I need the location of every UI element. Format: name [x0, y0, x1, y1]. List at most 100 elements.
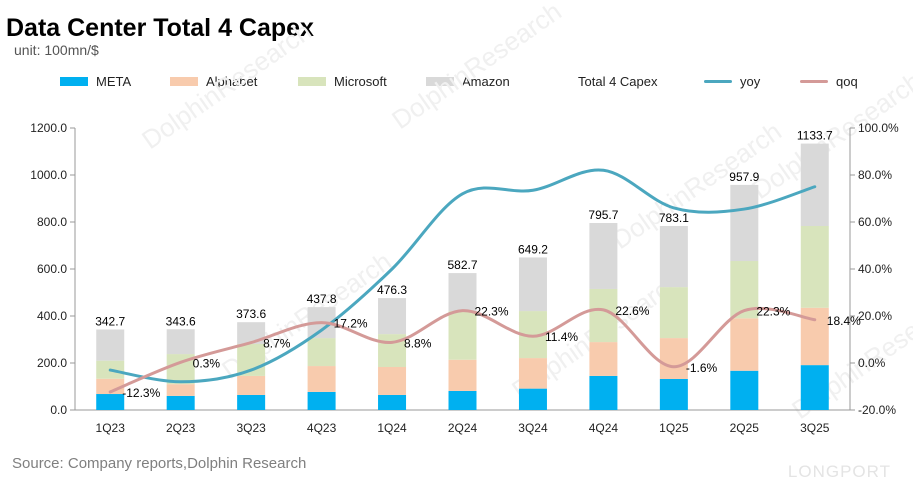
bar-meta: [448, 390, 477, 410]
line-yoy: [108, 168, 817, 384]
total-label: 783.1: [659, 211, 689, 225]
legend-label: qoq: [836, 74, 858, 89]
bar-meta: [166, 395, 195, 410]
legend-label: Microsoft: [334, 74, 387, 89]
bar-alphabet: [659, 338, 688, 379]
qoq-label: 8.8%: [404, 336, 432, 350]
source-note: Source: Company reports,Dolphin Research: [12, 455, 307, 472]
legend-item-qoq: qoq: [800, 74, 858, 89]
x-tick-label: 2Q25: [730, 421, 760, 435]
total-label: 342.7: [95, 314, 125, 328]
y2-tick-label: 20.0%: [858, 309, 892, 323]
total-label: 957.9: [729, 170, 759, 184]
legend-label: Total 4 Capex: [578, 74, 658, 89]
bar-amazon: [730, 184, 759, 262]
total-label: 582.7: [447, 258, 477, 272]
legend-label: yoy: [740, 74, 761, 89]
legend-swatch: [170, 77, 198, 86]
bar-amazon: [800, 143, 829, 226]
total-label: 373.6: [236, 307, 266, 321]
total-label: 437.8: [307, 292, 337, 306]
y-tick-label: 0.0: [50, 403, 67, 417]
qoq-label: 18.4%: [827, 314, 861, 328]
y-tick-label: 1200.0: [30, 121, 67, 135]
bar-amazon: [659, 225, 688, 288]
y-tick-label: 600.0: [37, 262, 67, 276]
y-tick-label: 1000.0: [30, 168, 67, 182]
bar-amazon: [518, 257, 547, 312]
legend-item-yoy: yoy: [704, 74, 760, 89]
legend-label: META: [96, 74, 132, 89]
bar-meta: [96, 394, 125, 410]
line-qoq: [108, 306, 817, 394]
bar-alphabet: [237, 375, 266, 395]
watermark: DolphinResearch: [386, 0, 567, 135]
chart-title: Data Center Total 4 Capex: [6, 14, 314, 42]
legend-item-meta: META: [60, 74, 131, 89]
legend-line: [800, 80, 828, 83]
bar-meta: [730, 370, 759, 410]
bar-amazon: [237, 322, 266, 344]
legend-item-total: Total 4 Capex: [578, 74, 658, 89]
bar-alphabet: [730, 318, 759, 371]
legend-line: [704, 80, 732, 83]
x-tick-label: 1Q23: [96, 421, 126, 435]
qoq-label: 0.3%: [193, 356, 221, 370]
total-label: 476.3: [377, 283, 407, 297]
x-tick-label: 3Q24: [518, 421, 548, 435]
bar-alphabet: [166, 384, 195, 396]
legend-label: Amazon: [462, 74, 510, 89]
bar-microsoft: [448, 311, 477, 360]
legend-item-microsoft: Microsoft: [298, 74, 387, 89]
qoq-label: 22.3%: [756, 305, 790, 319]
bar-microsoft: [800, 225, 829, 308]
bar-alphabet: [378, 366, 407, 395]
bar-meta: [659, 378, 688, 410]
y-tick-label: 400.0: [37, 309, 67, 323]
x-tick-label: 1Q24: [377, 421, 407, 435]
bar-meta: [518, 388, 547, 410]
logo: LONGPORT: [787, 462, 891, 481]
legend-item-amazon: Amazon: [426, 74, 510, 89]
legend-item-alphabet: Alphabet: [170, 74, 257, 89]
bar-amazon: [166, 329, 195, 355]
y2-tick-label: 0.0%: [858, 356, 886, 370]
y2-tick-label: 80.0%: [858, 168, 892, 182]
legend-swatch: [60, 77, 88, 86]
legend-swatch: [426, 77, 454, 86]
bar-alphabet: [307, 366, 336, 392]
bar-amazon: [378, 298, 407, 335]
bar-amazon: [448, 273, 477, 312]
qoq-label: 11.4%: [545, 330, 578, 344]
y2-tick-label: 40.0%: [858, 262, 892, 276]
y2-tick-label: 100.0%: [858, 121, 899, 135]
bar-meta: [589, 375, 618, 410]
bar-microsoft: [307, 338, 336, 367]
x-tick-label: 2Q23: [166, 421, 196, 435]
total-label: 795.7: [588, 208, 618, 222]
legend-label: Alphabet: [206, 74, 258, 89]
bar-alphabet: [589, 342, 618, 376]
bar-alphabet: [448, 359, 477, 391]
x-tick-label: 4Q24: [589, 421, 619, 435]
y-tick-label: 800.0: [37, 215, 67, 229]
qoq-label: 17.2%: [334, 317, 368, 331]
qoq-label: 8.7%: [263, 337, 291, 351]
qoq-label: 22.3%: [475, 305, 509, 319]
x-tick-label: 3Q23: [236, 421, 266, 435]
qoq-label: 22.6%: [615, 304, 649, 318]
bar-alphabet: [518, 358, 547, 389]
x-tick-label: 4Q23: [307, 421, 337, 435]
watermark: DolphinResearch: [136, 16, 317, 155]
bar-meta: [800, 365, 829, 410]
qoq-label: -12.3%: [122, 386, 160, 400]
legend-swatch: [298, 77, 326, 86]
x-tick-label: 1Q25: [659, 421, 689, 435]
x-tick-label: 3Q25: [800, 421, 830, 435]
qoq-label: -1.6%: [686, 361, 718, 375]
bar-amazon: [96, 329, 125, 361]
bar-microsoft: [659, 287, 688, 339]
bar-amazon: [589, 223, 618, 289]
